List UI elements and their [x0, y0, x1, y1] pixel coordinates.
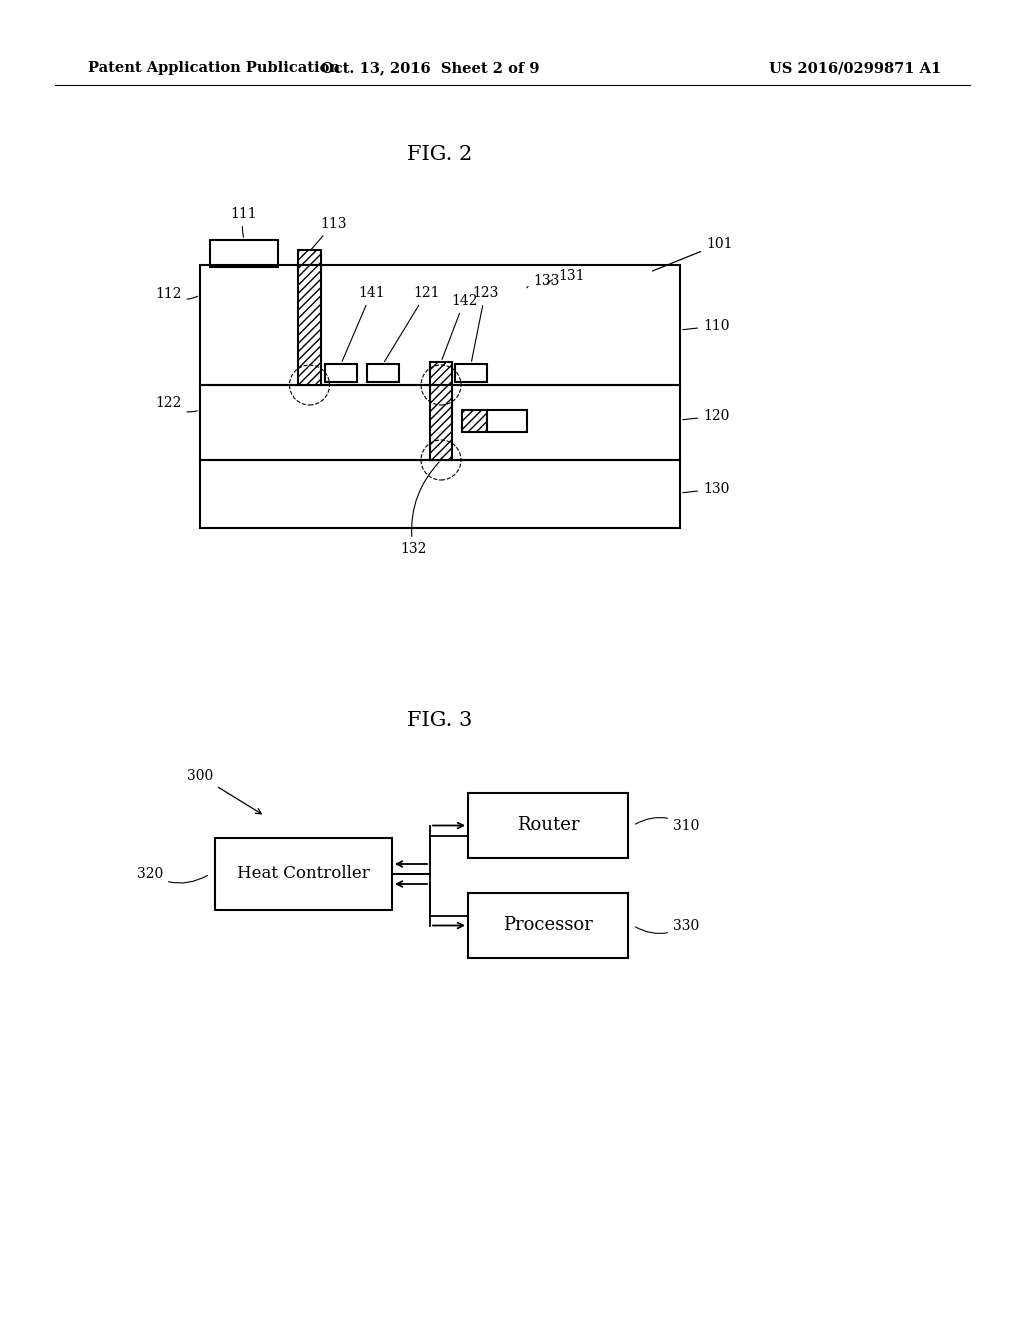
Text: FIG. 2: FIG. 2: [408, 145, 473, 165]
Bar: [468, 793, 628, 858]
Text: Router: Router: [517, 817, 580, 834]
Text: 110: 110: [683, 319, 729, 333]
Bar: [298, 249, 321, 271]
Text: Oct. 13, 2016  Sheet 2 of 9: Oct. 13, 2016 Sheet 2 of 9: [321, 61, 540, 75]
Bar: [430, 362, 452, 385]
Text: 320: 320: [137, 867, 208, 883]
Text: Heat Controller: Heat Controller: [238, 866, 370, 883]
Text: 310: 310: [636, 817, 699, 833]
Text: 113: 113: [311, 216, 346, 249]
Text: 111: 111: [230, 207, 257, 238]
Text: 130: 130: [683, 482, 729, 496]
Text: FIG. 3: FIG. 3: [408, 710, 473, 730]
Text: 131: 131: [547, 269, 585, 284]
Bar: [210, 240, 278, 267]
Text: 133: 133: [526, 275, 559, 288]
Bar: [200, 459, 680, 528]
Text: 120: 120: [683, 409, 729, 422]
Bar: [200, 265, 680, 385]
Text: US 2016/0299871 A1: US 2016/0299871 A1: [769, 61, 941, 75]
Bar: [215, 838, 392, 909]
Text: 101: 101: [652, 238, 732, 271]
Bar: [487, 411, 527, 432]
Text: 141: 141: [342, 286, 385, 362]
Bar: [298, 265, 321, 385]
Bar: [462, 411, 487, 432]
Bar: [200, 385, 680, 459]
Bar: [430, 385, 452, 459]
Text: 142: 142: [442, 294, 477, 359]
Text: 112: 112: [155, 286, 198, 301]
Text: 122: 122: [155, 396, 198, 412]
Text: Processor: Processor: [503, 916, 593, 935]
Text: 121: 121: [384, 286, 439, 362]
Text: Patent Application Publication: Patent Application Publication: [88, 61, 340, 75]
Bar: [468, 894, 628, 958]
Bar: [325, 364, 357, 381]
Text: 132: 132: [400, 462, 439, 556]
Text: 330: 330: [636, 919, 699, 933]
Text: 123: 123: [471, 286, 499, 362]
Bar: [367, 364, 399, 381]
Bar: [455, 364, 487, 381]
Text: 300: 300: [186, 770, 261, 814]
